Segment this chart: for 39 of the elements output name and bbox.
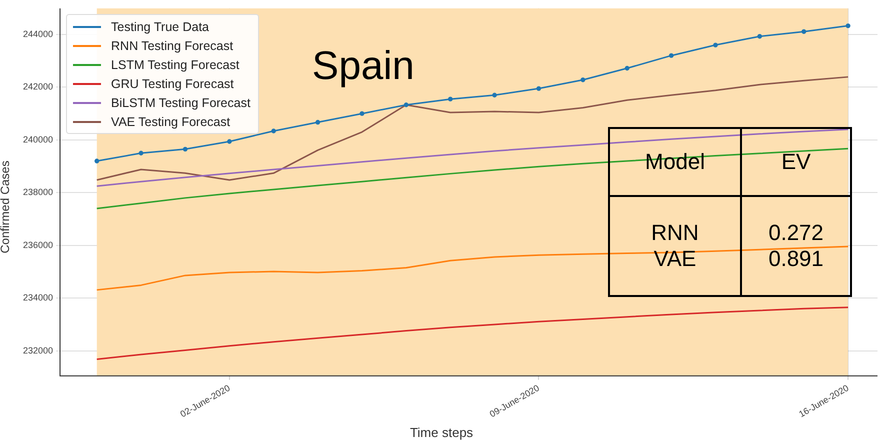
annotation: VAE — [654, 246, 696, 271]
point — [227, 139, 232, 144]
point — [360, 111, 364, 116]
point — [94, 158, 100, 164]
annotation: EV — [741, 128, 851, 196]
point — [271, 128, 276, 134]
y-tick-label: 238000 — [22, 187, 54, 198]
x-axis-title: Time steps — [408, 425, 474, 440]
point — [315, 120, 320, 125]
point — [492, 92, 497, 98]
y-axis-title: Confirmed Cases — [0, 160, 12, 256]
point — [404, 102, 409, 108]
point — [580, 77, 586, 82]
legend-label: BiLSTM Testing Forecast — [111, 96, 250, 110]
legend-label: LSTM Testing Forecast — [111, 58, 240, 72]
annotation: RNN — [651, 220, 699, 245]
point — [802, 29, 806, 34]
y-tick-label: 244000 — [22, 28, 54, 39]
point — [713, 42, 718, 48]
y-tick-label: 240000 — [22, 134, 54, 144]
point — [536, 86, 542, 91]
point — [182, 146, 188, 152]
y-tick-label: 232000 — [22, 345, 54, 356]
point — [757, 34, 762, 39]
y-tick-label: 236000 — [22, 240, 54, 250]
text: Spain — [312, 44, 414, 90]
annotation: 0.272 — [768, 220, 824, 245]
point — [846, 23, 850, 28]
y-tick-label: 242000 — [22, 82, 54, 92]
y-tick-label: 234000 — [22, 292, 54, 303]
annotation: 0.891 — [768, 246, 824, 271]
legend-label: Testing True Data — [111, 20, 209, 34]
point — [624, 66, 630, 71]
legend-label: VAE Testing Forecast — [111, 114, 230, 129]
point — [668, 53, 674, 58]
point — [138, 150, 144, 156]
legend-label: GRU Testing Forecast — [111, 76, 234, 91]
point — [448, 96, 453, 102]
legend-label: RNN Testing Forecast — [111, 38, 234, 53]
